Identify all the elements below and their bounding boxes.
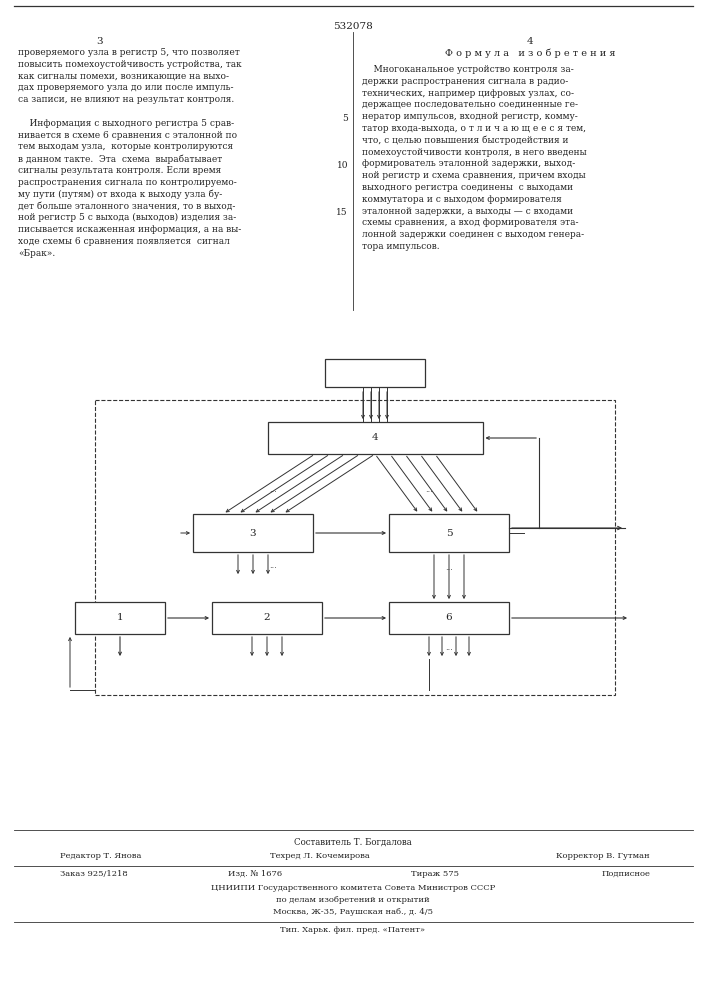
Bar	[95, 400, 615, 695]
Text: 4: 4	[372, 434, 378, 442]
Bar	[325, 359, 425, 387]
Text: Изд. № 1676: Изд. № 1676	[228, 870, 282, 878]
Text: татор входа-выхода, о т л и ч а ю щ е е с я тем,: татор входа-выхода, о т л и ч а ю щ е е …	[362, 124, 586, 133]
Text: 5: 5	[445, 528, 452, 538]
Text: Тип. Харьк. фил. пред. «Патент»: Тип. Харьк. фил. пред. «Патент»	[281, 926, 426, 934]
Text: ...: ...	[425, 485, 433, 493]
Text: дах проверяемого узла до или после импуль-: дах проверяемого узла до или после импул…	[18, 83, 233, 92]
Text: как сигналы помехи, возникающие на выхо-: как сигналы помехи, возникающие на выхо-	[18, 72, 229, 81]
Bar	[193, 514, 313, 552]
Text: ...: ...	[269, 560, 277, 570]
Text: ной регистр 5 с выхода (выходов) изделия за-: ной регистр 5 с выхода (выходов) изделия…	[18, 213, 236, 222]
Text: коммутатора и с выходом формирователя: коммутатора и с выходом формирователя	[362, 195, 562, 204]
Text: Тираж 575: Тираж 575	[411, 870, 459, 878]
Text: что, с целью повышения быстродействия и: что, с целью повышения быстродействия и	[362, 136, 568, 145]
Text: сигналы результата контроля. Если время: сигналы результата контроля. Если время	[18, 166, 221, 175]
Text: распространения сигнала по контролируемо-: распространения сигнала по контролируемо…	[18, 178, 237, 187]
Text: нератор импульсов, входной регистр, комму-: нератор импульсов, входной регистр, комм…	[362, 112, 578, 121]
Text: лонной задержки соединен с выходом генера-: лонной задержки соединен с выходом генер…	[362, 230, 584, 239]
Text: держки распространения сигнала в радио-: держки распространения сигнала в радио-	[362, 77, 568, 86]
Text: Редактор Т. Янова: Редактор Т. Янова	[60, 852, 141, 860]
Text: му пути (путям) от входа к выходу узла бу-: му пути (путям) от входа к выходу узла б…	[18, 190, 222, 199]
Text: 532078: 532078	[333, 22, 373, 31]
Text: ...: ...	[445, 643, 453, 652]
Text: технических, например цифровых узлах, со-: технических, например цифровых узлах, со…	[362, 89, 574, 98]
Text: Техред Л. Кочемирова: Техред Л. Кочемирова	[270, 852, 370, 860]
Text: Информация с выходного регистра 5 срав-: Информация с выходного регистра 5 срав-	[18, 119, 234, 128]
Text: формирователь эталонной задержки, выход-: формирователь эталонной задержки, выход-	[362, 159, 575, 168]
Bar	[267, 422, 482, 454]
Text: «Брак».: «Брак».	[18, 249, 55, 258]
Bar	[389, 602, 509, 634]
Text: по делам изобретений и открытий: по делам изобретений и открытий	[276, 896, 430, 904]
Text: дет больше эталонного значения, то в выход-: дет больше эталонного значения, то в вых…	[18, 201, 235, 210]
Text: тем выходам узла,  которые контролируются: тем выходам узла, которые контролируются	[18, 142, 233, 151]
Bar	[389, 514, 509, 552]
Text: Корректор В. Гутман: Корректор В. Гутман	[556, 852, 650, 860]
Text: ходе схемы 6 сравнения появляется  сигнал: ходе схемы 6 сравнения появляется сигнал	[18, 237, 230, 246]
Text: 4: 4	[527, 37, 533, 46]
Text: 5: 5	[342, 114, 348, 123]
Text: 3: 3	[250, 528, 257, 538]
Text: са записи, не влияют на результат контроля.: са записи, не влияют на результат контро…	[18, 95, 234, 104]
Bar	[75, 602, 165, 634]
Text: Подписное: Подписное	[601, 870, 650, 878]
Text: 6: 6	[445, 613, 452, 622]
Text: Москва, Ж-35, Раушская наб., д. 4/5: Москва, Ж-35, Раушская наб., д. 4/5	[273, 908, 433, 916]
Text: 1: 1	[117, 613, 123, 622]
Text: держащее последовательно соединенные ге-: держащее последовательно соединенные ге-	[362, 100, 578, 109]
Text: ЦНИИПИ Государственного комитета Совета Министров СССР: ЦНИИПИ Государственного комитета Совета …	[211, 884, 495, 892]
Text: 3: 3	[97, 37, 103, 46]
Text: ...: ...	[445, 564, 453, 572]
Text: в данном такте.  Эта  схема  вырабатывает: в данном такте. Эта схема вырабатывает	[18, 154, 222, 164]
Text: тора импульсов.: тора импульсов.	[362, 242, 440, 251]
Text: 15: 15	[337, 208, 348, 217]
Bar	[212, 602, 322, 634]
Text: Составитель Т. Богдалова: Составитель Т. Богдалова	[294, 838, 412, 847]
Text: Ф о р м у л а   и з о б р е т е н и я: Ф о р м у л а и з о б р е т е н и я	[445, 48, 615, 57]
Text: повысить помехоустойчивость устройства, так: повысить помехоустойчивость устройства, …	[18, 60, 242, 69]
Text: ...: ...	[269, 485, 277, 493]
Text: 2: 2	[264, 613, 270, 622]
Text: выходного регистра соединены  с выходами: выходного регистра соединены с выходами	[362, 183, 573, 192]
Text: нивается в схеме 6 сравнения с эталонной по: нивается в схеме 6 сравнения с эталонной…	[18, 131, 237, 140]
Text: писывается искаженная информация, а на вы-: писывается искаженная информация, а на в…	[18, 225, 241, 234]
Text: Многоканальное устройство контроля за-: Многоканальное устройство контроля за-	[362, 65, 574, 74]
Text: ной регистр и схема сравнения, причем входы: ной регистр и схема сравнения, причем вх…	[362, 171, 585, 180]
Text: схемы сравнения, а вход формирователя эта-: схемы сравнения, а вход формирователя эт…	[362, 218, 578, 227]
Text: эталонной задержки, а выходы — с входами: эталонной задержки, а выходы — с входами	[362, 207, 573, 216]
Text: проверяемого узла в регистр 5, что позволяет: проверяемого узла в регистр 5, что позво…	[18, 48, 240, 57]
Text: 10: 10	[337, 161, 348, 170]
Text: Заказ 925/1218: Заказ 925/1218	[60, 870, 128, 878]
Text: помехоустойчивости контроля, в него введены: помехоустойчивости контроля, в него введ…	[362, 148, 587, 157]
